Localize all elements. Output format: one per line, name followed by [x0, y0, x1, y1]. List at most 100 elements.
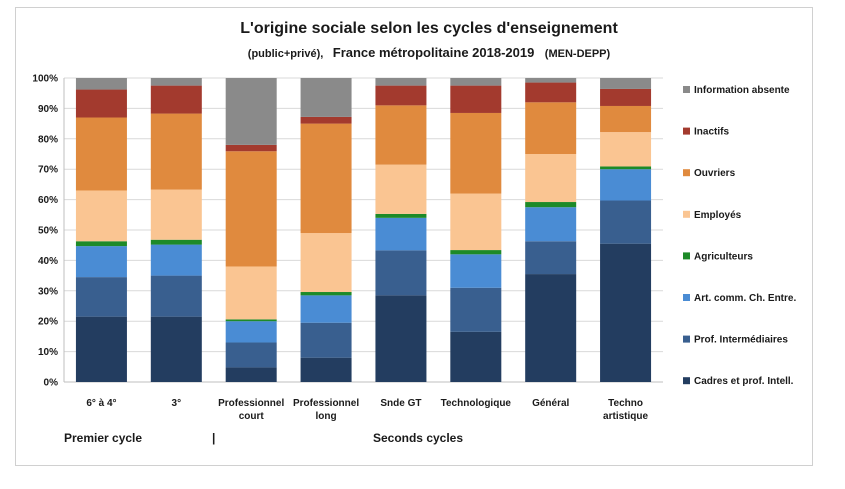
bar-segment [600, 78, 652, 89]
bar-segment [375, 105, 427, 165]
subtitle-scope: (public+privé), [248, 48, 324, 60]
legend: Information absente Inactifs Ouvriers Emplo… [683, 85, 796, 387]
bar-segment [600, 132, 652, 167]
legend-swatch [683, 252, 690, 260]
bar-segment [300, 295, 352, 323]
bar-segment [300, 292, 352, 296]
bar-segment [450, 254, 502, 288]
x-category-label: long [316, 411, 337, 422]
bar-segment [375, 164, 427, 214]
bar-segment [450, 250, 502, 255]
bar-segment [300, 233, 352, 293]
y-tick-label: 90% [38, 104, 58, 115]
legend-label: Ouvriers [694, 168, 736, 179]
bar-segment [225, 319, 277, 322]
x-category-label: court [239, 411, 265, 422]
bar-segment [600, 243, 652, 382]
bar-segment [300, 357, 352, 382]
bar-segment [450, 85, 502, 113]
bar-segment [75, 78, 127, 90]
bar-segment [225, 144, 277, 152]
bar-segment [375, 213, 427, 218]
y-tick-label: 0% [44, 378, 59, 389]
bar-segment [150, 239, 202, 245]
y-tick-label: 100% [32, 74, 58, 85]
x-category-label: Général [532, 398, 569, 409]
bar-segment [450, 78, 502, 86]
bar-segment [75, 246, 127, 278]
legend-swatch [683, 210, 690, 218]
x-category-label: Snde GT [380, 398, 421, 409]
y-tick-label: 50% [38, 226, 58, 237]
bar-segment [225, 78, 277, 145]
legend-swatch [683, 377, 690, 385]
group-separator: | [212, 431, 215, 445]
chart-subtitle: (public+privé), France métropolitaine 20… [248, 44, 611, 61]
y-tick-label: 30% [38, 286, 58, 297]
legend-label: Art. comm. Ch. Entre. [694, 293, 796, 304]
bar-segment [150, 78, 202, 86]
x-category-label: 3° [172, 398, 182, 409]
bars [75, 78, 652, 382]
bar-segment [600, 169, 652, 201]
bar-segment [600, 105, 652, 133]
bar-segment [375, 85, 427, 106]
bar-segment [600, 200, 652, 244]
bar-segment [525, 154, 577, 203]
legend-swatch [683, 127, 690, 135]
bar-segment [600, 88, 652, 106]
x-category-label: 6° à 4° [86, 398, 116, 409]
bar-segment [150, 275, 202, 317]
bar-segment [225, 266, 277, 320]
chart-title: L'origine sociale selon les cycles d'ens… [240, 20, 618, 37]
x-category-label: Techno [608, 398, 643, 409]
subtitle-main: France métropolitaine 2018-2019 [333, 45, 535, 60]
bar-segment [300, 116, 352, 124]
y-tick-label: 80% [38, 134, 58, 145]
bar-segment [600, 166, 652, 170]
bar-segment [450, 287, 502, 332]
x-category-label: Professionnel [218, 398, 284, 409]
bar-segment [75, 316, 127, 382]
bar-segment [450, 112, 502, 194]
bar-segment [75, 241, 127, 247]
x-category-label: Professionnel [293, 398, 359, 409]
bar-segment [525, 202, 577, 208]
bar-segment [450, 331, 502, 382]
bar-segment [75, 117, 127, 191]
bar-segment [525, 102, 577, 154]
y-tick-label: 40% [38, 256, 58, 267]
bar-segment [225, 321, 277, 343]
group-label-premier-cycle: Premier cycle [64, 431, 142, 445]
bar-segment [150, 189, 202, 240]
bar-segment [225, 151, 277, 267]
legend-label: Employés [694, 210, 742, 221]
stacked-bar-chart: L'origine sociale selon les cycles d'ens… [32, 20, 796, 445]
legend-swatch [683, 86, 690, 93]
legend-swatch [683, 335, 690, 343]
x-category-label: Technologique [441, 398, 512, 409]
bar-segment [225, 367, 277, 382]
y-tick-label: 70% [38, 165, 58, 176]
bar-segment [525, 82, 577, 103]
bar-segment [300, 123, 352, 234]
bar-segment [525, 78, 577, 83]
chart-frame: L'origine sociale selon les cycles d'ens… [15, 7, 813, 466]
bar-segment [75, 277, 127, 317]
x-axis: 6° à 4° 3° Professionnel court Professionnel… [86, 398, 648, 422]
y-tick-label: 20% [38, 317, 58, 328]
bar-segment [525, 207, 577, 242]
legend-swatch [683, 294, 690, 301]
bar-segment [75, 89, 127, 118]
bar-segment [375, 250, 427, 296]
legend-label: Agriculteurs [694, 251, 753, 262]
bar-segment [150, 244, 202, 276]
legend-label: Prof. Intermédiaires [694, 335, 788, 346]
subtitle-source: (MEN-DEPP) [545, 48, 611, 60]
y-tick-label: 60% [38, 195, 58, 206]
bar-segment [150, 85, 202, 114]
bar-segment [225, 342, 277, 368]
bar-segment [375, 78, 427, 86]
bar-segment [150, 316, 202, 382]
x-category-label: artistique [603, 411, 648, 422]
